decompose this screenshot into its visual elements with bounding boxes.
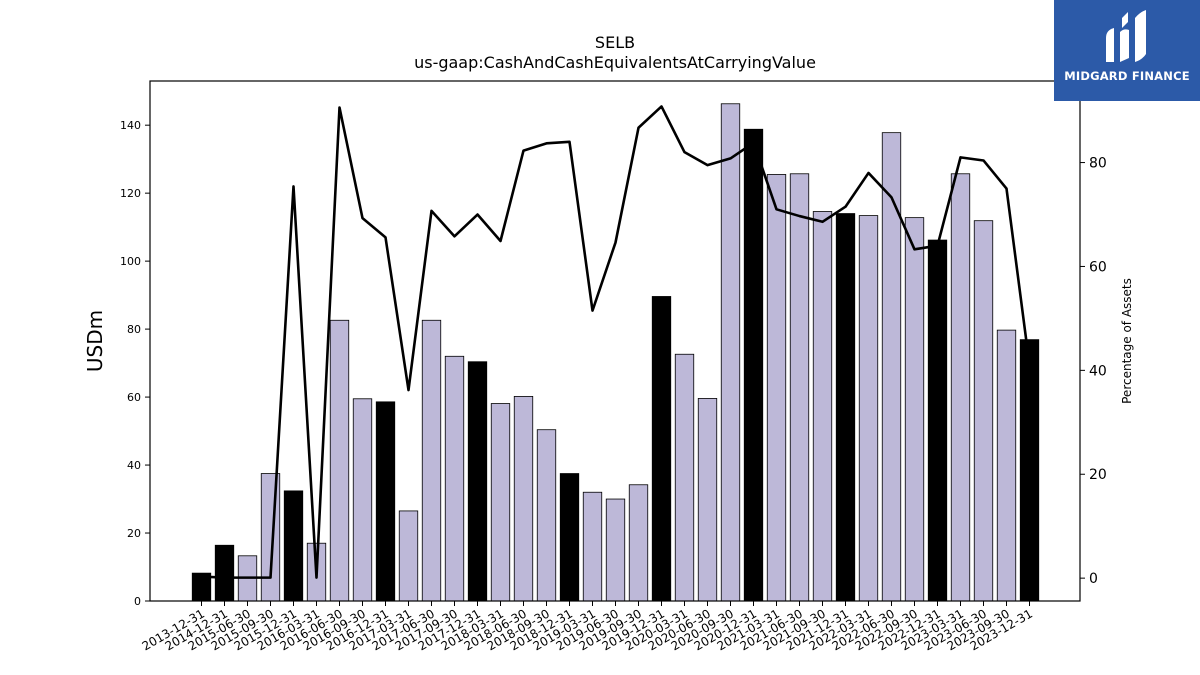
bar-2022-06-30 <box>881 132 902 602</box>
y-tick-label: 80 <box>127 323 141 336</box>
y2-tick-label: 20 <box>1089 467 1107 483</box>
y-tick-label: 40 <box>127 459 141 472</box>
y2-tick-label: 40 <box>1089 363 1107 379</box>
bar-series <box>191 103 1040 602</box>
bar-2018-06-30 <box>513 395 534 602</box>
bar-2017-12-31 <box>467 361 488 602</box>
bar-2020-03-31 <box>674 353 695 602</box>
bar-2017-06-30 <box>421 319 442 602</box>
y-tick-label: 60 <box>127 391 141 404</box>
y-axis-left: 0 20 40 60 80 100 120 140 <box>120 119 150 608</box>
bar-2019-06-30 <box>605 498 626 602</box>
y-tick-label: 20 <box>127 527 141 540</box>
bar-2019-12-31 <box>651 296 672 602</box>
midgard-logo-icon <box>1106 10 1146 62</box>
percentage-of-assets-line <box>201 105 1031 579</box>
y-axis-right: 0 20 40 60 80 <box>1080 156 1107 587</box>
logo-text: MIDGARD FINANCE <box>1064 69 1190 83</box>
bar-2019-09-30 <box>628 484 649 602</box>
bar-2016-09-30 <box>352 398 373 602</box>
bar-2015-12-31 <box>283 490 304 602</box>
bar-2017-03-31 <box>398 510 419 602</box>
chart-title: SELB <box>595 33 635 52</box>
bar-2015-09-30 <box>260 473 281 602</box>
bar-2017-09-30 <box>444 355 465 602</box>
bar-2022-03-31 <box>858 215 879 602</box>
bar-2018-09-30 <box>536 429 557 602</box>
midgard-finance-logo: MIDGARD FINANCE <box>1054 0 1200 101</box>
bar-2018-03-31 <box>490 403 511 602</box>
bar-2016-12-31 <box>375 401 396 602</box>
bar-2023-12-31 <box>1019 339 1040 602</box>
y-tick-label: 120 <box>120 187 141 200</box>
bar-2023-06-30 <box>973 220 994 602</box>
bar-2019-03-31 <box>582 491 603 602</box>
chart-subtitle: us-gaap:CashAndCashEquivalentsAtCarrying… <box>414 53 816 72</box>
bar-2022-12-31 <box>927 239 948 602</box>
bar-2023-09-30 <box>996 329 1017 602</box>
bar-2021-06-30 <box>789 173 810 602</box>
bar-2021-09-30 <box>812 211 833 602</box>
y-tick-label: 140 <box>120 119 141 132</box>
bar-2020-09-30 <box>720 103 741 602</box>
y-axis-label: USDm <box>83 310 107 372</box>
bar-2018-12-31 <box>559 473 580 602</box>
bar-2022-09-30 <box>904 217 925 602</box>
x-axis: 2013-12-312014-12-312015-06-302015-09-30… <box>140 601 1035 653</box>
bar-2021-12-31 <box>835 213 856 602</box>
bar-2016-06-30 <box>329 319 350 602</box>
y2-axis-label: Percentage of Assets <box>1120 278 1134 404</box>
y-tick-label: 100 <box>120 255 141 268</box>
bar-2020-06-30 <box>697 398 718 602</box>
y2-tick-label: 60 <box>1089 259 1107 275</box>
y2-tick-label: 80 <box>1089 156 1107 172</box>
bar-2014-12-31 <box>214 544 235 602</box>
y2-tick-label: 0 <box>1089 571 1098 587</box>
percentage-line-series <box>201 105 1031 579</box>
bar-2021-03-31 <box>766 174 787 602</box>
bar-2023-03-31 <box>950 173 971 602</box>
bar-2020-12-31 <box>743 128 764 602</box>
y-tick-label: 0 <box>134 595 141 608</box>
